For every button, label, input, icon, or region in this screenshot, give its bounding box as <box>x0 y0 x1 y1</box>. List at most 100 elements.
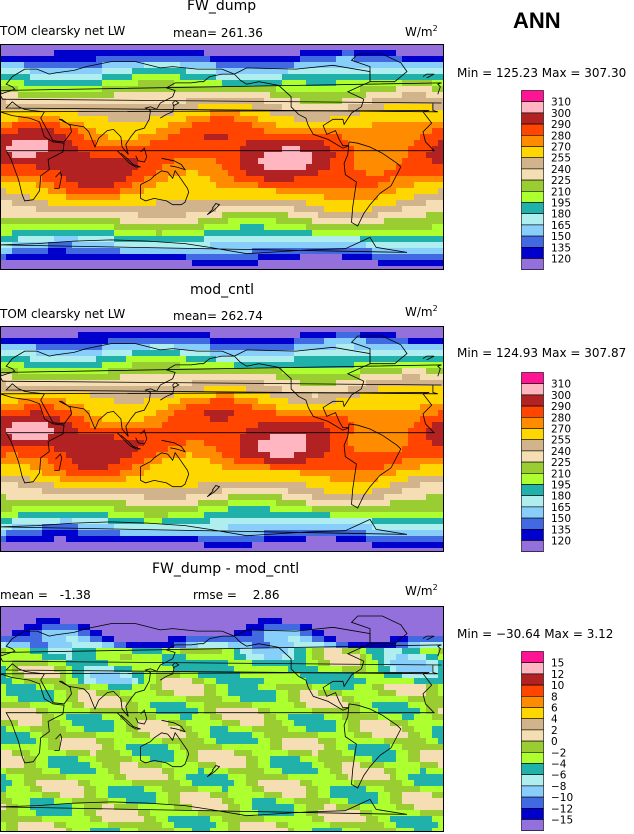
field-cell <box>330 218 337 225</box>
field-cell <box>330 470 337 477</box>
field-cell <box>42 428 49 435</box>
field-cell <box>396 62 403 69</box>
field-cell <box>246 422 253 429</box>
field-cell <box>18 62 25 69</box>
field-cell <box>306 434 313 441</box>
field-cell <box>402 404 409 411</box>
field-cell <box>180 248 187 255</box>
field-cell <box>288 182 295 189</box>
field-cell <box>270 224 277 231</box>
field-cell <box>204 368 211 375</box>
field-cell <box>198 92 205 99</box>
field-cell <box>318 350 325 357</box>
field-cell <box>60 266 67 270</box>
field-cell <box>246 68 253 75</box>
field-cell <box>66 224 73 231</box>
field-cell <box>294 146 301 153</box>
field-cell <box>384 92 391 99</box>
field-cell <box>138 266 145 270</box>
field-cell <box>90 206 97 213</box>
field-cell <box>270 206 277 213</box>
field-cell <box>324 44 331 51</box>
field-cell <box>36 398 43 405</box>
field-cell <box>300 152 307 159</box>
field-cell <box>390 350 397 357</box>
field-cell <box>342 74 349 81</box>
field-cell <box>396 206 403 213</box>
field-cell <box>372 158 379 165</box>
field-cell <box>30 362 37 369</box>
field-cell <box>210 170 217 177</box>
field-cell <box>96 92 103 99</box>
field-cell <box>174 128 181 135</box>
field-cell <box>396 140 403 147</box>
field-cell <box>54 122 61 129</box>
field-cell <box>222 356 229 363</box>
field-cell <box>186 122 193 129</box>
field-cell <box>270 374 277 381</box>
field-cell <box>216 488 223 495</box>
field-cell <box>348 344 355 351</box>
field-cell <box>60 374 67 381</box>
field-cell <box>66 446 73 453</box>
field-cell <box>378 182 385 189</box>
field-cell <box>318 80 325 87</box>
field-cell <box>0 224 7 231</box>
field-cell <box>60 206 67 213</box>
field-cell <box>174 74 181 81</box>
field-cell <box>372 176 379 183</box>
field-cell <box>180 152 187 159</box>
field-cell <box>216 56 223 63</box>
field-cell <box>420 230 427 237</box>
field-cell <box>30 212 37 219</box>
field-cell <box>54 116 61 123</box>
field-cell <box>72 242 79 249</box>
field-cell <box>78 164 85 171</box>
field-cell <box>204 494 211 501</box>
field-cell <box>6 452 13 459</box>
field-cell <box>0 170 7 177</box>
field-cell <box>210 488 217 495</box>
field-cell <box>48 344 55 351</box>
field-cell <box>12 56 19 63</box>
field-cell <box>144 134 151 141</box>
field-cell <box>252 74 259 81</box>
field-cell <box>192 236 199 243</box>
panel-1-map <box>0 44 444 270</box>
field-cell <box>312 254 319 261</box>
field-cell <box>252 194 259 201</box>
field-cell <box>24 260 31 267</box>
field-cell <box>132 218 139 225</box>
field-cell <box>420 476 427 483</box>
field-cell <box>120 404 127 411</box>
field-cell <box>132 212 139 219</box>
field-cell <box>12 200 19 207</box>
field-cell <box>36 476 43 483</box>
field-cell <box>234 116 241 123</box>
field-cell <box>264 494 271 501</box>
field-cell <box>18 230 25 237</box>
field-cell <box>132 386 139 393</box>
field-cell <box>138 482 145 489</box>
field-cell <box>252 44 259 51</box>
field-cell <box>222 122 229 129</box>
field-cell <box>6 176 13 183</box>
field-cell <box>72 158 79 165</box>
field-cell <box>66 428 73 435</box>
field-cell <box>240 434 247 441</box>
field-cell <box>216 476 223 483</box>
field-cell <box>24 266 31 270</box>
field-cell <box>120 146 127 153</box>
field-cell <box>246 248 253 255</box>
field-cell <box>234 44 241 51</box>
colorbar-tick-label: 180 <box>551 209 571 221</box>
field-cell <box>222 440 229 447</box>
field-cell <box>78 494 85 501</box>
field-cell <box>348 260 355 267</box>
field-cell <box>228 218 235 225</box>
field-cell <box>264 266 271 270</box>
field-cell <box>324 158 331 165</box>
field-cell <box>264 440 271 447</box>
field-cell <box>204 110 211 117</box>
field-cell <box>336 206 343 213</box>
